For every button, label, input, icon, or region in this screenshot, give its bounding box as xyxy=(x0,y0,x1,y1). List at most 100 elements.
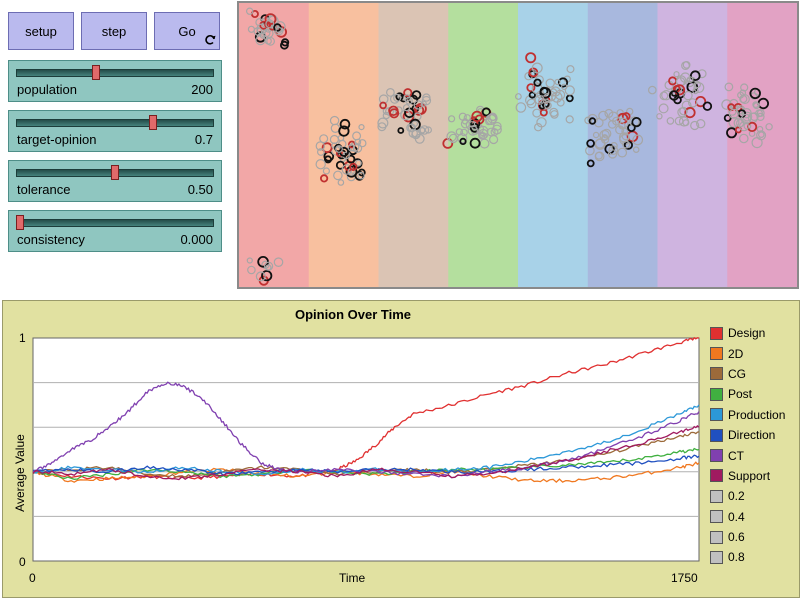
agent xyxy=(320,174,329,183)
agent xyxy=(322,167,331,175)
opinion-band-3 xyxy=(378,3,449,287)
agent xyxy=(421,95,432,106)
agent xyxy=(324,155,333,164)
slider-label: consistency xyxy=(17,232,85,247)
agent xyxy=(616,109,624,117)
agent xyxy=(545,78,555,88)
agent xyxy=(345,165,358,178)
agent xyxy=(402,104,411,112)
plot-area xyxy=(32,337,700,562)
agent xyxy=(693,82,705,93)
tolerance-slider[interactable]: tolerance 0.50 xyxy=(8,160,222,202)
agent xyxy=(586,159,595,168)
agent xyxy=(479,132,487,140)
agent xyxy=(424,126,432,134)
agent xyxy=(481,107,491,117)
agent xyxy=(357,171,365,180)
series-line-support xyxy=(32,425,700,481)
plot-legend: Design 2D CG Post Production Direction CT Suppo… xyxy=(710,323,785,568)
agent xyxy=(354,170,365,181)
agent xyxy=(262,29,271,38)
slider-label: target-opinion xyxy=(17,132,97,147)
agent xyxy=(470,118,481,129)
agent xyxy=(544,101,552,110)
x-tick-min: 0 xyxy=(29,571,36,585)
agent xyxy=(247,265,256,275)
agent xyxy=(697,69,707,79)
slider-thumb[interactable] xyxy=(111,165,119,180)
legend-label: Design xyxy=(728,326,766,341)
agent xyxy=(696,118,706,129)
agent xyxy=(689,70,701,81)
agent xyxy=(265,264,272,271)
agent xyxy=(749,87,761,100)
slider-thumb[interactable] xyxy=(92,65,100,80)
slider-value: 200 xyxy=(191,82,213,97)
slider-track[interactable] xyxy=(16,119,214,127)
slider-label: population xyxy=(17,82,77,97)
legend-item: CT xyxy=(710,445,785,465)
agent xyxy=(403,94,411,102)
world-view[interactable] xyxy=(237,1,799,289)
agent xyxy=(469,137,481,149)
agent xyxy=(693,80,701,89)
agent xyxy=(534,122,543,132)
agent xyxy=(411,90,422,100)
agent xyxy=(460,128,468,137)
agent xyxy=(256,23,268,35)
agent xyxy=(333,170,343,181)
legend-swatch xyxy=(710,510,723,524)
plot-title: Opinion Over Time xyxy=(294,307,412,322)
go-button[interactable]: Go xyxy=(154,12,220,50)
agent xyxy=(728,108,739,119)
agent xyxy=(354,138,362,146)
agent xyxy=(264,13,277,26)
agent xyxy=(668,90,680,101)
agent xyxy=(354,159,362,167)
agent xyxy=(564,85,575,96)
agent xyxy=(246,257,253,264)
agent xyxy=(673,71,680,78)
x-axis-label: Time xyxy=(339,571,366,585)
legend-label: Direction xyxy=(728,428,776,443)
agent xyxy=(275,26,283,34)
agent xyxy=(599,129,610,141)
agent xyxy=(723,114,732,122)
agent xyxy=(397,127,405,134)
agent xyxy=(347,143,356,152)
legend-label: Post xyxy=(728,387,753,402)
slider-value: 0.000 xyxy=(180,232,213,247)
agent xyxy=(607,149,618,159)
legend-swatch xyxy=(710,469,723,483)
agent xyxy=(531,62,543,74)
plot-canvas xyxy=(32,336,700,562)
slider-thumb[interactable] xyxy=(16,215,24,230)
legend-item: 0.6 xyxy=(710,527,785,547)
agent xyxy=(379,101,387,110)
population-slider[interactable]: population 200 xyxy=(8,60,222,102)
slider-track[interactable] xyxy=(16,69,214,77)
setup-button[interactable]: setup xyxy=(8,12,74,50)
opinion-band-2 xyxy=(308,3,379,287)
agent xyxy=(463,114,471,122)
agent xyxy=(459,137,467,145)
target-opinion-slider[interactable]: target-opinion 0.7 xyxy=(8,110,222,152)
step-button[interactable]: step xyxy=(81,12,147,50)
agent xyxy=(358,139,367,148)
agent xyxy=(471,110,483,123)
agent xyxy=(617,147,628,158)
agent xyxy=(756,125,764,133)
slider-thumb[interactable] xyxy=(149,115,157,130)
agent xyxy=(315,158,326,170)
agent xyxy=(377,117,389,129)
legend-item: 0.2 xyxy=(710,486,785,506)
agent xyxy=(557,77,569,88)
agent xyxy=(385,87,395,97)
agent xyxy=(253,27,263,36)
legend-label: 2D xyxy=(728,346,744,361)
slider-track[interactable] xyxy=(16,219,214,227)
consistency-slider[interactable]: consistency 0.000 xyxy=(8,210,222,252)
agent xyxy=(726,127,738,139)
agent xyxy=(515,93,522,100)
agent xyxy=(728,107,737,116)
